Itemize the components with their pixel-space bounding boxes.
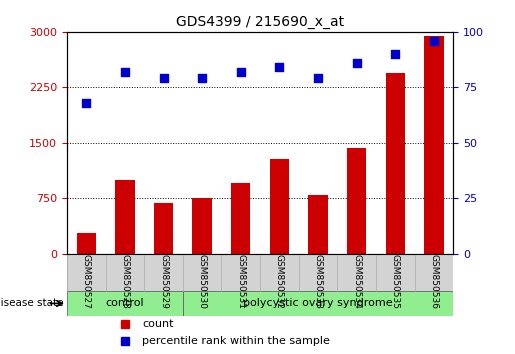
Point <box>430 38 438 44</box>
Bar <box>77 233 96 254</box>
Point <box>314 76 322 81</box>
Text: GSM850533: GSM850533 <box>314 255 322 309</box>
Text: GSM850527: GSM850527 <box>82 255 91 309</box>
Point <box>275 64 283 70</box>
Bar <box>347 148 366 254</box>
Point <box>352 60 360 66</box>
Bar <box>424 35 443 254</box>
Bar <box>308 195 328 254</box>
Text: control: control <box>106 298 144 308</box>
Bar <box>270 159 289 254</box>
Text: GSM850530: GSM850530 <box>198 255 207 309</box>
Text: GSM850534: GSM850534 <box>352 255 361 309</box>
Text: GSM850532: GSM850532 <box>275 255 284 309</box>
Text: GSM850531: GSM850531 <box>236 255 245 309</box>
Bar <box>67 254 453 291</box>
Point <box>391 51 400 57</box>
Text: GSM850529: GSM850529 <box>159 255 168 309</box>
Bar <box>231 183 250 254</box>
Bar <box>67 291 183 316</box>
Text: GSM850536: GSM850536 <box>430 255 438 309</box>
Text: count: count <box>142 319 174 329</box>
Text: percentile rank within the sample: percentile rank within the sample <box>142 336 330 346</box>
Text: GSM850528: GSM850528 <box>121 255 129 309</box>
Point <box>236 69 245 75</box>
Bar <box>193 198 212 254</box>
Text: GSM850535: GSM850535 <box>391 255 400 309</box>
Title: GDS4399 / 215690_x_at: GDS4399 / 215690_x_at <box>176 16 344 29</box>
Bar <box>183 291 453 316</box>
Point <box>198 76 206 81</box>
Text: polycystic ovary syndrome: polycystic ovary syndrome <box>243 298 393 308</box>
Bar <box>386 73 405 254</box>
Point <box>82 100 91 106</box>
Bar <box>154 204 173 254</box>
Bar <box>115 180 134 254</box>
Point <box>121 69 129 75</box>
Point <box>159 76 167 81</box>
Text: disease state: disease state <box>0 298 63 308</box>
